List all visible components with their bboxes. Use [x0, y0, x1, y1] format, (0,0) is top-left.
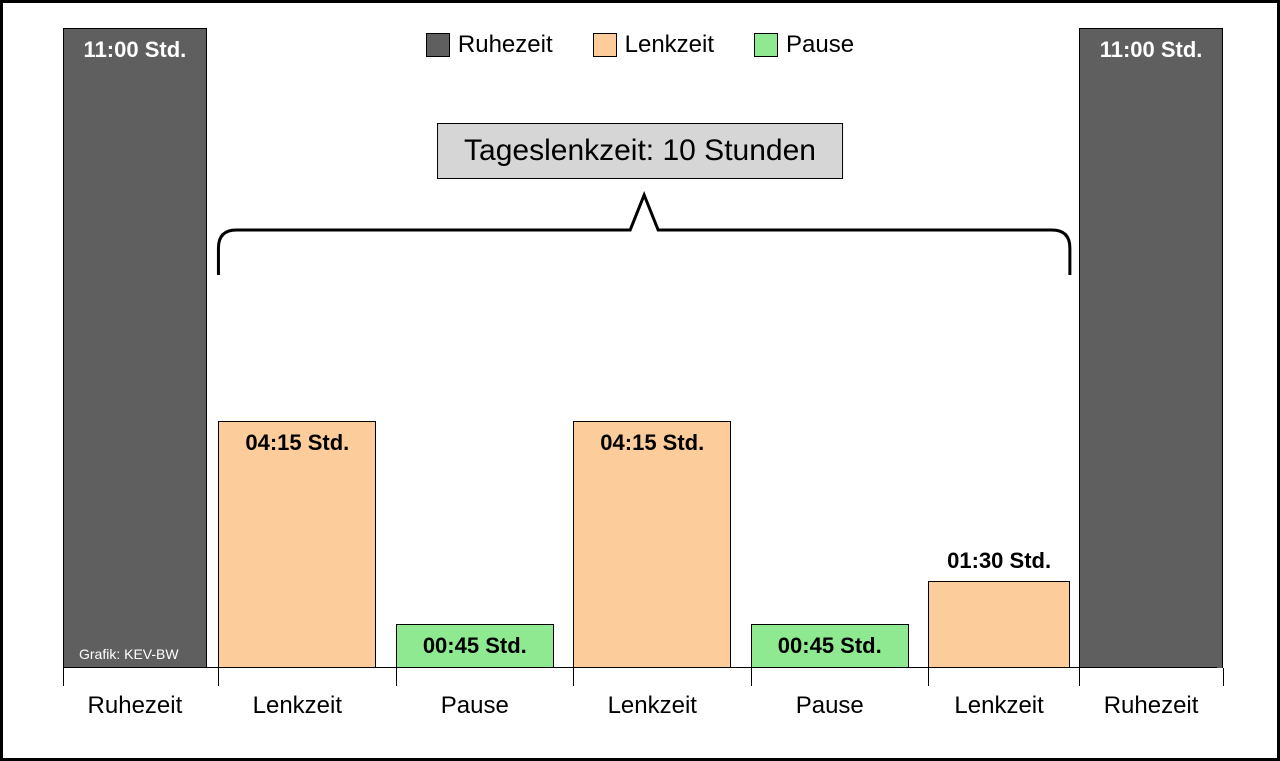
x-label-0: Ruhezeit [88, 692, 183, 720]
x-tick [928, 668, 929, 686]
x-label-2: Pause [441, 692, 509, 720]
x-label-3: Lenkzeit [608, 692, 697, 720]
bar-5: 01:30 Std. [928, 581, 1070, 668]
bar-3: 04:15 Std. [573, 421, 731, 668]
bar-4: 00:45 Std. [751, 624, 909, 668]
bar-1: 04:15 Std. [218, 421, 376, 668]
bar-6: 11:00 Std. [1079, 28, 1223, 668]
credit-text: Grafik: KEV-BW [79, 646, 179, 662]
bar-value-label-1: 04:15 Std. [219, 430, 375, 456]
bar-0: 11:00 Std. [63, 28, 207, 668]
bar-value-label-5: 01:30 Std. [929, 548, 1069, 574]
bar-2: 00:45 Std. [396, 624, 554, 668]
x-label-1: Lenkzeit [253, 692, 342, 720]
x-tick [1223, 668, 1224, 686]
bar-value-label-4: 00:45 Std. [752, 633, 908, 659]
bar-value-label-3: 04:15 Std. [574, 430, 730, 456]
bars-container: 11:00 Std. 04:15 Std. 00:45 Std. 04:15 Std.… [63, 28, 1217, 668]
x-tick [751, 668, 752, 686]
x-tick [573, 668, 574, 686]
x-label-4: Pause [796, 692, 864, 720]
x-tick [218, 668, 219, 686]
x-tick [396, 668, 397, 686]
x-tick [1079, 668, 1080, 686]
chart-frame: Ruhezeit Lenkzeit Pause Tageslenkzeit: 1… [0, 0, 1280, 761]
x-label-6: Ruhezeit [1104, 692, 1199, 720]
baseline [63, 667, 1217, 668]
bar-value-label-6: 11:00 Std. [1080, 37, 1222, 63]
x-label-5: Lenkzeit [954, 692, 1043, 720]
bar-value-label-2: 00:45 Std. [397, 633, 553, 659]
x-tick [63, 668, 64, 686]
bar-value-label-0: 11:00 Std. [64, 37, 206, 63]
